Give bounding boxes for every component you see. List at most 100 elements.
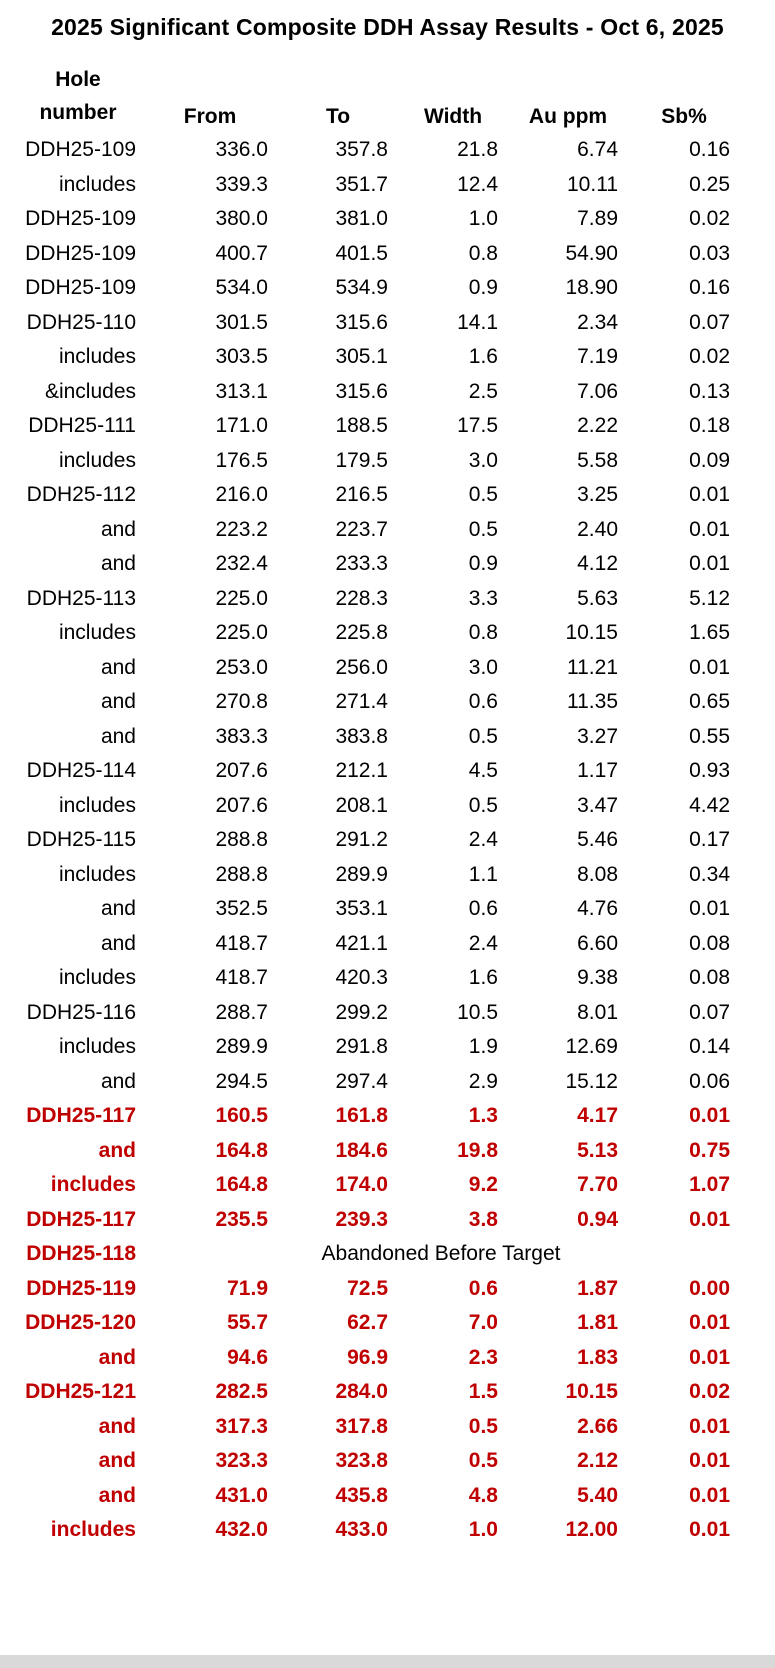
table-row: DDH25-119 71.9 72.5 0.6 1.87 0.00 [14,1272,740,1307]
au-cell: 5.46 [577,828,618,852]
table-row: DDH25-120 55.7 62.7 7.0 1.81 0.01 [14,1306,740,1341]
from-cell: 380.0 [215,207,268,231]
sb-cell: 0.25 [689,172,730,196]
from-cell: 323.3 [215,1449,268,1473]
sb-cell: 0.01 [689,1483,730,1507]
hole-cell: DDH25-113 [26,586,136,610]
hole-cell: DDH25-116 [26,1000,136,1024]
hole-number-header: Hole number [14,63,142,133]
from-cell: 336.0 [215,138,268,162]
to-cell: 96.9 [347,1345,388,1369]
table-header: Hole number From To Width Au ppm Sb% [14,63,740,133]
to-cell: 297.4 [335,1069,388,1093]
sb-cell: 0.34 [689,862,730,886]
hole-number-header-line2: number [39,101,117,124]
from-cell: 216.0 [215,483,268,507]
au-cell: 12.00 [565,1518,618,1542]
width-cell: 0.5 [468,1414,498,1438]
to-cell: 383.8 [335,724,388,748]
hole-cell: and [100,552,136,576]
width-cell: 1.6 [468,345,498,369]
width-cell: 17.5 [457,414,498,438]
au-cell: 11.35 [567,690,618,714]
hole-cell: DDH25-117 [26,1104,136,1128]
width-cell: 0.9 [468,276,498,300]
hole-cell: DDH25-109 [25,241,136,265]
au-cell: 2.12 [577,1449,618,1473]
hole-cell: DDH25-120 [25,1311,136,1335]
table-row: DDH25-113 225.0 228.3 3.3 5.63 5.12 [14,582,740,617]
from-cell: 176.5 [215,448,268,472]
hole-cell: DDH25-110 [26,310,136,334]
au-cell: 1.17 [577,759,618,783]
sb-cell: 0.65 [689,690,730,714]
width-cell: 3.0 [468,655,498,679]
au-cell: 3.47 [577,793,618,817]
table-row: DDH25-116 288.7 299.2 10.5 8.01 0.07 [14,996,740,1031]
width-cell: 1.0 [468,1518,498,1542]
hole-cell: DDH25-111 [28,414,136,438]
to-cell: 188.5 [335,414,388,438]
width-cell: 0.5 [468,793,498,817]
au-cell: 7.89 [577,207,618,231]
to-cell: 184.6 [335,1138,388,1162]
table-row: DDH25-118 Abandoned Before Target [14,1237,740,1272]
au-cell: 9.38 [577,966,618,990]
table-row: and 270.8 271.4 0.6 11.35 0.65 [14,685,740,720]
to-cell: 421.1 [335,931,388,955]
au-cell: 5.58 [577,448,618,472]
au-cell: 3.27 [577,724,618,748]
from-cell: 282.5 [215,1380,268,1404]
sb-cell: 0.16 [689,276,730,300]
sb-cell: 0.01 [689,1345,730,1369]
from-cell: 313.1 [215,379,268,403]
hole-cell: includes [58,1035,136,1059]
from-cell: 164.8 [215,1138,268,1162]
au-cell: 10.15 [565,621,618,645]
au-cell: 1.87 [577,1276,618,1300]
hole-cell: includes [58,621,136,645]
sb-cell: 0.16 [689,138,730,162]
table-row: and 431.0 435.8 4.8 5.40 0.01 [14,1479,740,1514]
from-cell: 225.0 [215,621,268,645]
from-cell: 400.7 [215,241,268,265]
hole-cell: and [100,1069,136,1093]
table-row: DDH25-110 301.5 315.6 14.1 2.34 0.07 [14,306,740,341]
table-row: includes 339.3 351.7 12.4 10.11 0.25 [14,168,740,203]
width-cell: 1.6 [468,966,498,990]
from-cell: 288.8 [215,828,268,852]
width-cell: 0.9 [468,552,498,576]
table-row: includes 164.8 174.0 9.2 7.70 1.07 [14,1168,740,1203]
from-cell: 418.7 [215,931,268,955]
au-cell: 7.06 [577,379,618,403]
sb-cell: 0.02 [689,207,730,231]
au-cell: 5.63 [577,586,618,610]
au-cell: 2.34 [577,310,618,334]
hole-cell: and [100,897,136,921]
width-cell: 2.5 [468,379,498,403]
width-cell: 2.9 [468,1069,498,1093]
hole-number-header-line1: Hole [55,68,101,91]
sb-cell: 0.13 [689,379,730,403]
table-row: DDH25-109 534.0 534.9 0.9 18.90 0.16 [14,271,740,306]
to-cell: 323.8 [335,1449,388,1473]
hole-cell: and [100,724,136,748]
hole-cell: DDH25-115 [26,828,136,852]
hole-cell: includes [58,793,136,817]
table-row: and 317.3 317.8 0.5 2.66 0.01 [14,1410,740,1445]
table-row: and 294.5 297.4 2.9 15.12 0.06 [14,1065,740,1100]
au-cell: 7.70 [577,1173,618,1197]
table-row: includes 432.0 433.0 1.0 12.00 0.01 [14,1513,740,1548]
au-cell: 15.12 [565,1069,618,1093]
au-cell: 11.21 [567,655,618,679]
from-cell: 223.2 [215,517,268,541]
sb-cell: 0.02 [689,1380,730,1404]
width-cell: 1.5 [468,1380,498,1404]
table-row: &includes 313.1 315.6 2.5 7.06 0.13 [14,375,740,410]
hole-cell: and [100,931,136,955]
width-header: Width [423,105,483,128]
header-row: Hole number From To Width Au ppm Sb% [14,63,740,133]
width-cell: 1.1 [468,862,498,886]
to-cell: 161.8 [335,1104,388,1128]
hole-cell: includes [50,1518,136,1542]
